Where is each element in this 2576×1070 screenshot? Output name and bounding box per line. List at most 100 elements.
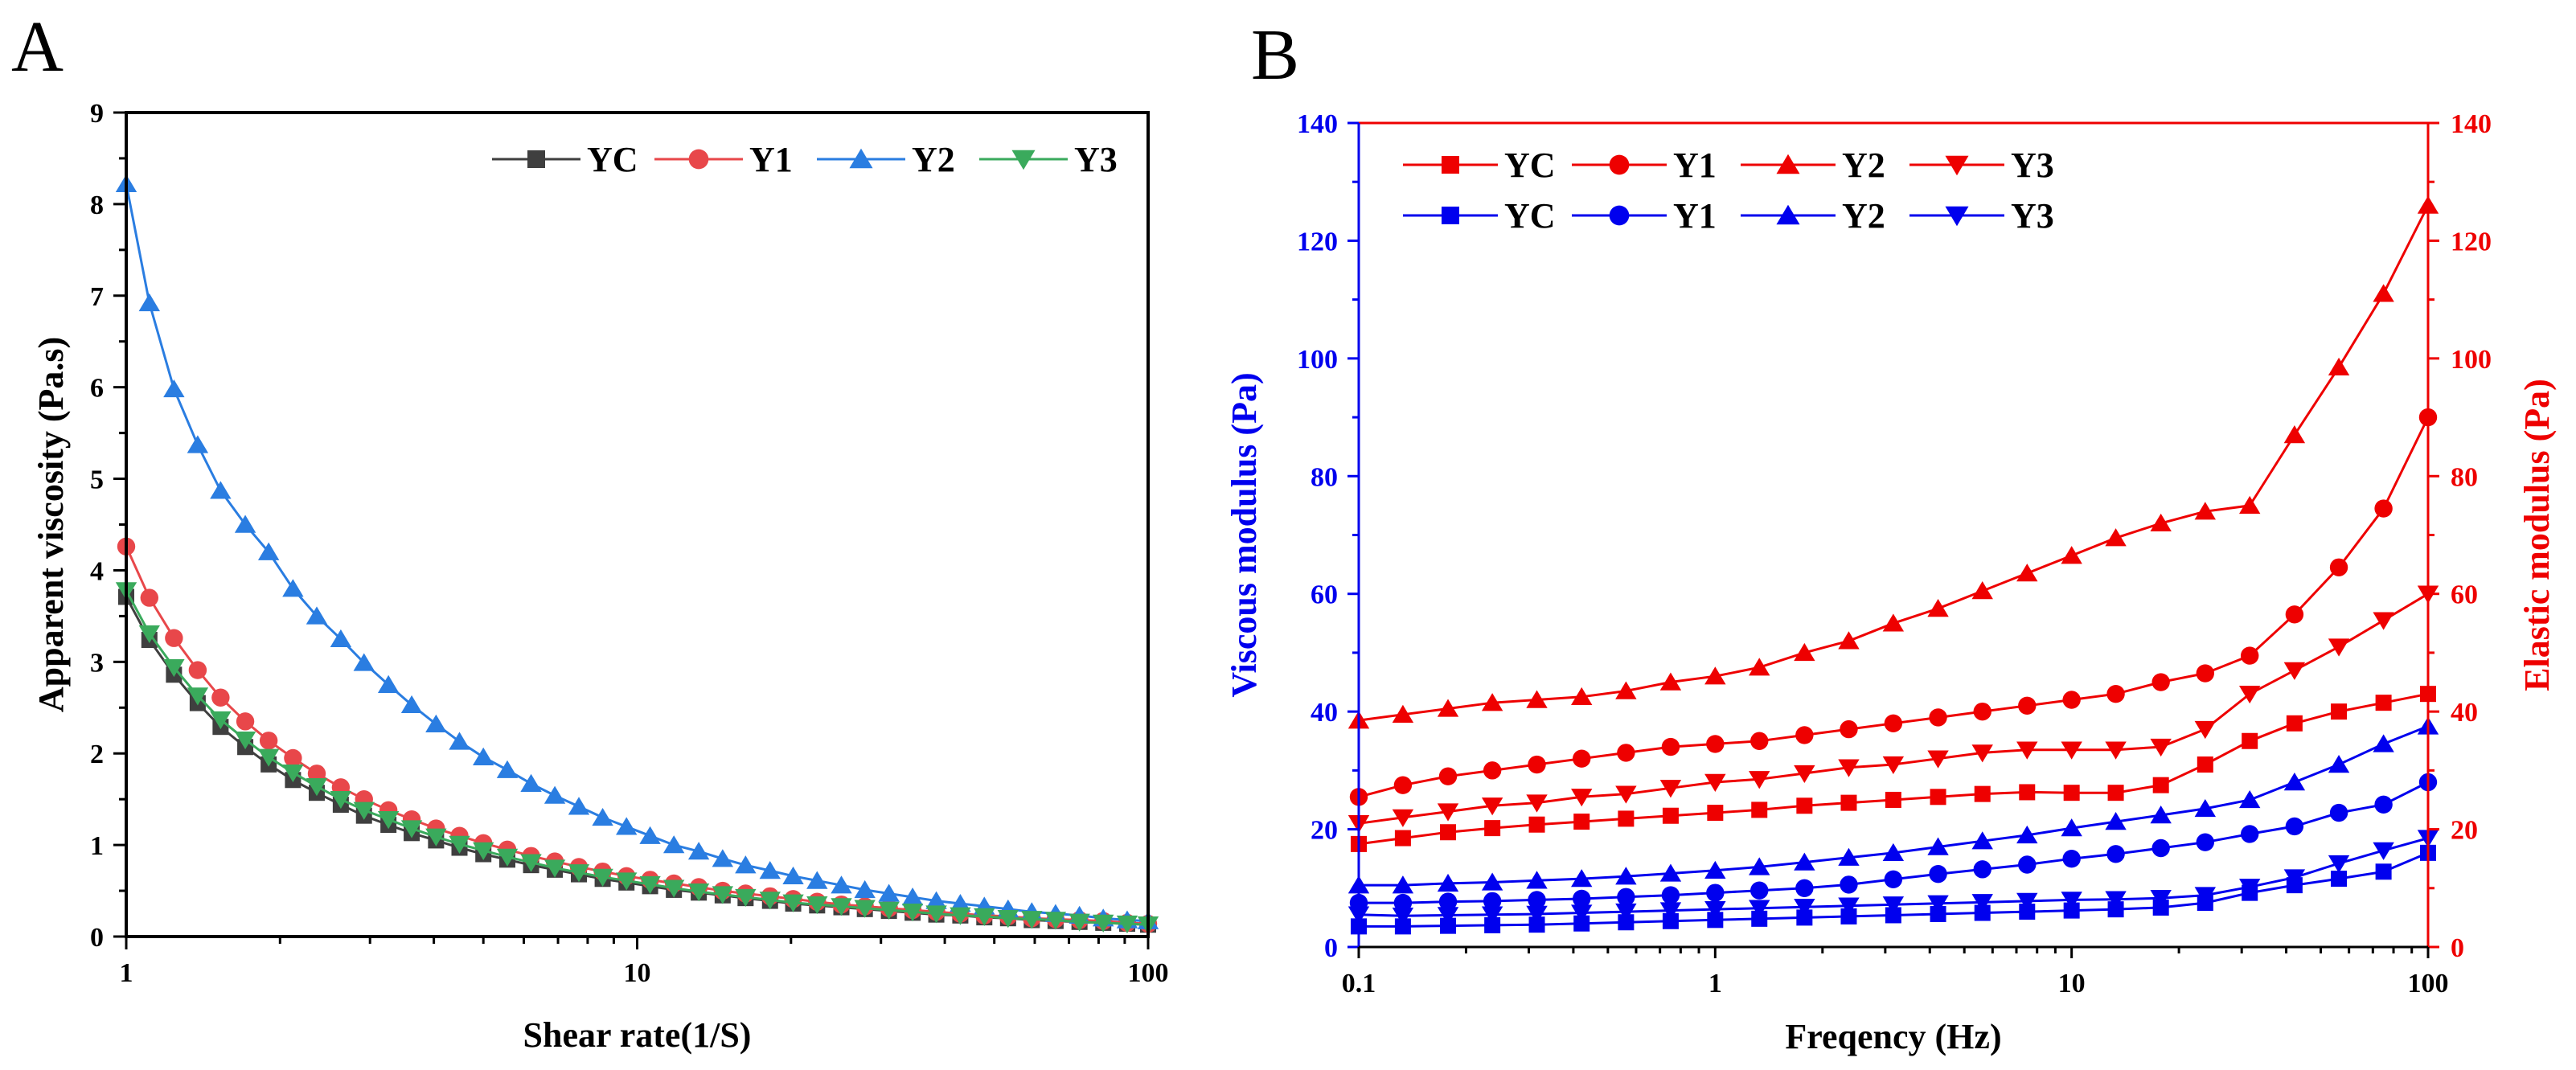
x-tick-label: 10 <box>2058 969 2086 998</box>
x-axis-title: Shear rate(1/S) <box>523 1015 752 1055</box>
data-point-elastic-y3 <box>2150 738 2172 757</box>
data-point-elastic-y2 <box>1838 631 1860 650</box>
data-point-y3 <box>925 905 947 924</box>
series-elastic-yc <box>1351 686 2436 852</box>
data-point-viscous-yc <box>1885 907 1901 924</box>
right-y-tick-label: 80 <box>2451 462 2478 492</box>
data-point-y2 <box>449 732 470 750</box>
data-point-viscous-yc <box>1484 916 1501 933</box>
panel-a-letter: A <box>11 7 64 87</box>
data-point-viscous-y1 <box>1661 886 1680 904</box>
data-point-elastic-yc <box>1751 801 1768 818</box>
data-point-viscous-y2 <box>1437 873 1459 892</box>
data-point-elastic-y1 <box>2374 499 2393 518</box>
series-y2 <box>115 174 1159 929</box>
data-point-elastic-y1 <box>1617 744 1635 762</box>
data-point-elastic-y3 <box>1659 780 1682 798</box>
data-point-elastic-y1 <box>1573 749 1591 768</box>
data-point-elastic-y2 <box>1392 704 1414 724</box>
data-point-viscous-y3 <box>2016 892 2038 911</box>
data-point-y2 <box>163 379 185 398</box>
data-point-viscous-y2 <box>1526 871 1548 889</box>
data-point-elastic-y2 <box>1615 681 1637 699</box>
data-point-viscous-y2 <box>2238 789 2261 809</box>
x-tick-label: 10 <box>624 958 651 988</box>
data-point-viscous-y3 <box>2328 855 2350 874</box>
plot-frame <box>125 111 1150 938</box>
data-point-viscous-yc <box>1394 918 1411 935</box>
data-point-elastic-y2 <box>2105 528 2127 547</box>
legend-marker-y2 <box>849 148 873 169</box>
data-point-viscous-y3 <box>1571 904 1593 923</box>
x-tick-label: 1 <box>1708 969 1722 998</box>
left-y-tick-label: 100 <box>1297 345 1338 375</box>
data-point-y3 <box>950 907 971 925</box>
data-point-elastic-y2 <box>1794 642 1815 662</box>
data-point-elastic-y3 <box>2373 612 2394 630</box>
data-point-viscous-yc <box>1528 916 1545 933</box>
data-point-elastic-y2 <box>2061 546 2082 564</box>
data-point-y3 <box>997 910 1019 929</box>
series-line-elastic-y1 <box>1358 416 2430 798</box>
data-point-viscous-y2 <box>2150 806 2172 824</box>
data-point-viscous-yc <box>1573 915 1590 932</box>
data-point-elastic-y2 <box>1704 666 1726 685</box>
data-point-viscous-y1 <box>2240 825 2259 843</box>
data-point-elastic-y2 <box>2016 564 2038 582</box>
legend-marker-viscous-y1 <box>1609 205 1630 226</box>
data-point-elastic-y1 <box>1884 714 1903 732</box>
data-point-y3 <box>257 748 280 767</box>
data-point-y2 <box>782 866 804 885</box>
legend-marker-viscous-y3 <box>1945 206 1969 227</box>
data-point-elastic-y2 <box>2373 284 2394 302</box>
panel-b-chart: 0 0 20 20 40 40 60 60 80 80 100 100 120 120 140 140 0.1 1… <box>1224 109 2557 1056</box>
data-point-viscous-yc <box>1930 906 1946 922</box>
data-point-y2 <box>496 760 519 778</box>
data-point-elastic-y2 <box>2328 357 2350 376</box>
data-point-y1 <box>284 748 302 768</box>
data-point-elastic-y2 <box>1882 613 1905 632</box>
data-point-elastic-y1 <box>2151 673 2170 691</box>
right-y-tick-label: 40 <box>2451 698 2478 728</box>
data-point-y3 <box>138 625 161 644</box>
data-point-y3 <box>306 778 328 797</box>
data-point-elastic-y3 <box>1971 744 1993 763</box>
y-tick-label: 5 <box>90 465 104 495</box>
data-point-viscous-y1 <box>2196 833 2215 851</box>
data-point-y3 <box>1044 912 1067 930</box>
legend-marker-elastic-y1 <box>1609 154 1630 175</box>
data-point-elastic-yc <box>2286 715 2303 732</box>
data-point-y2 <box>662 835 685 854</box>
legend-label-y1: Y1 <box>749 140 793 179</box>
data-point-elastic-y1 <box>2240 646 2259 665</box>
data-point-viscous-y2 <box>1882 842 1905 862</box>
data-point-elastic-y2 <box>1437 699 1459 717</box>
data-point-y3 <box>163 658 185 678</box>
x-tick-label: 100 <box>2408 969 2449 998</box>
legend-label-y3: Y3 <box>1074 140 1118 179</box>
data-point-y3 <box>568 864 590 883</box>
data-point-viscous-y1 <box>1617 888 1635 906</box>
left-y-tick-label: 0 <box>1324 933 1338 963</box>
data-point-y2 <box>544 785 566 804</box>
data-point-viscous-y1 <box>1795 879 1814 897</box>
data-point-y2 <box>616 817 638 835</box>
data-point-elastic-yc <box>2375 695 2392 711</box>
right-y-tick-label: 20 <box>2451 816 2478 846</box>
data-point-elastic-y3 <box>2328 638 2350 657</box>
data-point-elastic-yc <box>1885 791 1901 808</box>
data-point-y3 <box>806 896 828 915</box>
data-point-elastic-yc <box>1484 820 1501 837</box>
data-point-y2 <box>306 606 328 625</box>
legend: YC Y1 Y2 Y3 <box>492 140 1118 179</box>
data-point-elastic-yc <box>1796 797 1813 814</box>
data-point-viscous-y1 <box>2285 817 2304 836</box>
left-y-tick-label: 20 <box>1311 816 1338 846</box>
data-point-elastic-y1 <box>2196 664 2215 683</box>
legend-label-viscous-y3: Y3 <box>2011 196 2054 236</box>
data-point-elastic-yc <box>2063 785 2080 801</box>
left-y-tick-label: 120 <box>1297 227 1338 256</box>
data-point-y1 <box>165 629 183 647</box>
left-y-tick-label: 60 <box>1311 580 1338 610</box>
legend-label-viscous-y2: Y2 <box>1842 196 1885 236</box>
